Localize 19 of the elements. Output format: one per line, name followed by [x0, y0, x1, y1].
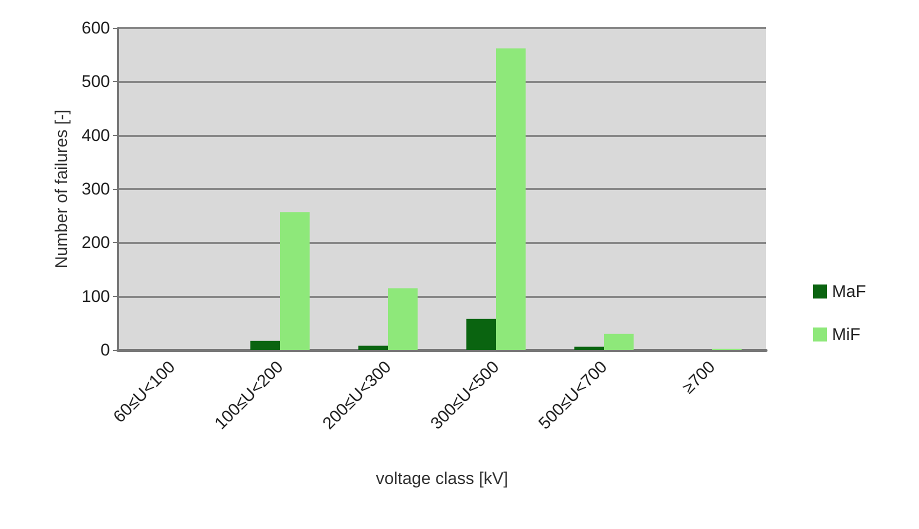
- y-axis-title: Number of failures [-]: [52, 110, 71, 268]
- bar: [466, 318, 496, 350]
- y-tick-label: 600: [82, 18, 110, 38]
- bar: [604, 334, 634, 350]
- y-tick-label: 200: [82, 233, 110, 252]
- y-tick-label: 500: [82, 72, 110, 92]
- bar: [496, 48, 526, 350]
- legend-label: MiF: [832, 325, 860, 344]
- y-tick-label: 300: [82, 180, 110, 198]
- legend-label: MaF: [832, 282, 866, 301]
- bar: [250, 340, 280, 350]
- bar: [358, 346, 388, 350]
- x-axis-title: voltage class [kV]: [376, 469, 508, 488]
- y-tick-label: 100: [82, 286, 110, 306]
- bar: [280, 212, 310, 350]
- y-tick-label: 0: [100, 340, 110, 360]
- bar: [574, 346, 604, 350]
- y-tick-label: 400: [82, 126, 110, 145]
- bar: [388, 288, 418, 350]
